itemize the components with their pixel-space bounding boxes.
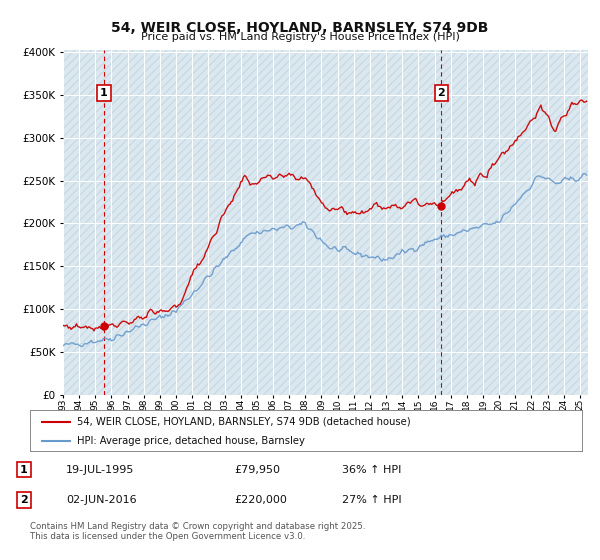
Text: 27% ↑ HPI: 27% ↑ HPI [342, 495, 401, 505]
Text: Price paid vs. HM Land Registry's House Price Index (HPI): Price paid vs. HM Land Registry's House … [140, 32, 460, 43]
Text: 54, WEIR CLOSE, HOYLAND, BARNSLEY, S74 9DB (detached house): 54, WEIR CLOSE, HOYLAND, BARNSLEY, S74 9… [77, 417, 410, 427]
Text: HPI: Average price, detached house, Barnsley: HPI: Average price, detached house, Barn… [77, 436, 305, 446]
Text: 19-JUL-1995: 19-JUL-1995 [66, 465, 134, 475]
Text: 2: 2 [20, 495, 28, 505]
Text: £79,950: £79,950 [234, 465, 280, 475]
Text: 54, WEIR CLOSE, HOYLAND, BARNSLEY, S74 9DB: 54, WEIR CLOSE, HOYLAND, BARNSLEY, S74 9… [112, 21, 488, 35]
Text: 1: 1 [100, 88, 108, 98]
Text: 02-JUN-2016: 02-JUN-2016 [66, 495, 137, 505]
Text: Contains HM Land Registry data © Crown copyright and database right 2025.
This d: Contains HM Land Registry data © Crown c… [30, 522, 365, 542]
Text: £220,000: £220,000 [234, 495, 287, 505]
Text: 1: 1 [20, 465, 28, 475]
Text: 36% ↑ HPI: 36% ↑ HPI [342, 465, 401, 475]
Text: 2: 2 [437, 88, 445, 98]
